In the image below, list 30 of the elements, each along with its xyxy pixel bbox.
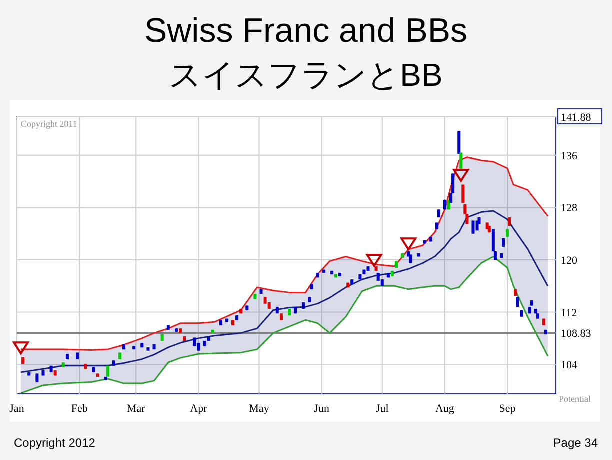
line-series [20,256,549,394]
point [400,238,417,251]
x-tick-label: Feb [71,403,88,415]
x-tick-label: May [249,403,270,415]
point [453,169,470,182]
y-tick-label: 136 [561,150,578,162]
x-tick-label: Jan [10,403,25,415]
x-tick-label: Aug [435,403,455,415]
text: Copyright 2012 [14,436,96,450]
point [13,342,30,355]
point [366,254,382,268]
candlestick [472,220,475,234]
chart-subtitle: スイスフランとBB [169,57,443,93]
candlestick [458,130,461,155]
y-tick-label: 128 [561,202,578,215]
x-tick-label: Apr [190,403,208,415]
chart-title: Swiss Franc and BBs [144,12,468,50]
text: Page 34 [553,436,598,450]
x-tick-label: Jul [376,403,389,415]
y-tick-label: 120 [561,255,578,268]
y-tick-label: 104 [561,360,578,372]
y-tick-label: 112 [561,307,578,320]
ref-line-label: 108.83 [561,328,592,340]
y-tick-label: 141.88 [561,112,592,124]
x-tick-label: Jun [314,403,330,415]
annotation: Copyright 2011 [21,119,78,129]
line-series [20,210,549,374]
x-tick-label: Mar [126,403,146,415]
text: Potential [559,394,592,404]
x-tick-label: Sep [499,403,516,415]
